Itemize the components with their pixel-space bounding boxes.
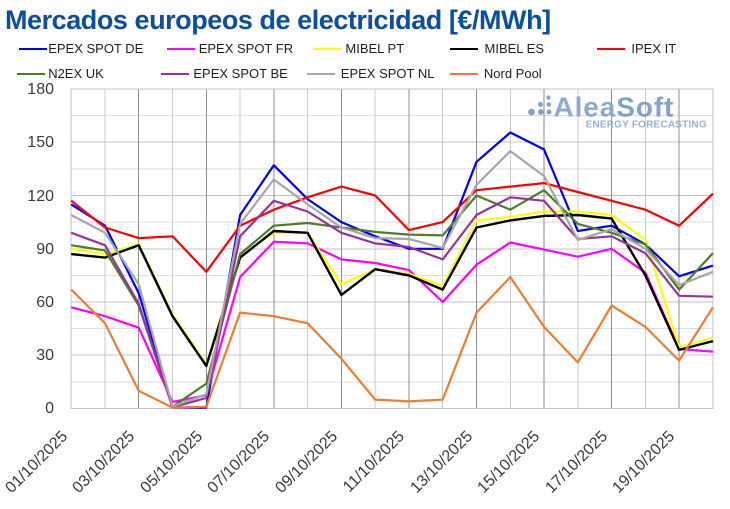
svg-text:ENERGY FORECASTING: ENERGY FORECASTING (586, 120, 707, 131)
svg-text:AleaSoft: AleaSoft (554, 92, 675, 123)
